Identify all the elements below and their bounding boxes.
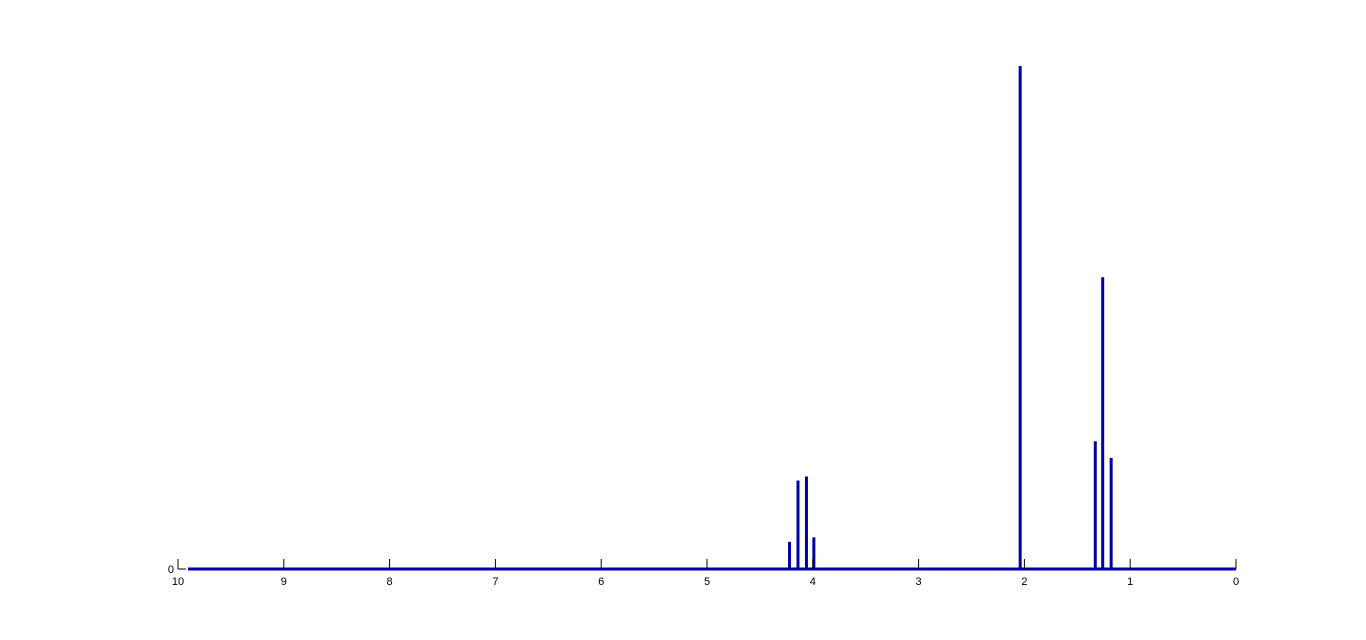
x-tick-label: 3: [916, 576, 922, 588]
x-tick-label: 5: [704, 576, 710, 588]
x-tick-label: 2: [1021, 576, 1027, 588]
x-tick-label: 9: [281, 576, 287, 588]
x-tick-label: 8: [387, 576, 393, 588]
x-tick-label: 6: [598, 576, 604, 588]
x-tick-label: 10: [172, 576, 184, 588]
peak-group: [788, 66, 1113, 569]
x-tick-label: 1: [1127, 576, 1133, 588]
x-tick-label: 4: [810, 576, 816, 588]
y-tick-label: 0: [168, 564, 174, 576]
x-axis: 10 9 8 7 6 5 4 3 2 1 0: [172, 559, 1239, 588]
x-tick-label: 0: [1233, 576, 1239, 588]
y-axis: 0: [168, 564, 186, 576]
x-tick-label: 7: [492, 576, 498, 588]
